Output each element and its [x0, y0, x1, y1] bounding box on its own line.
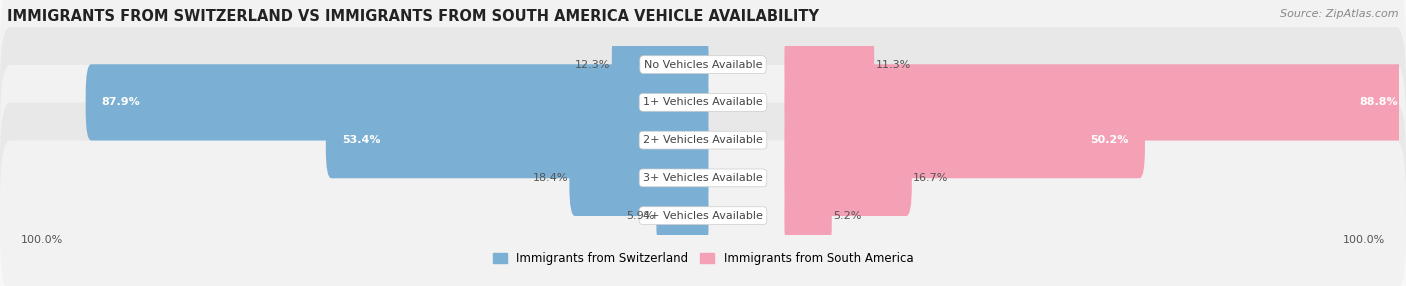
Text: 16.7%: 16.7% — [912, 173, 949, 183]
FancyBboxPatch shape — [0, 0, 1406, 140]
FancyBboxPatch shape — [612, 27, 709, 103]
Text: 53.4%: 53.4% — [342, 135, 380, 145]
FancyBboxPatch shape — [0, 103, 1406, 253]
FancyBboxPatch shape — [657, 178, 709, 254]
Text: 87.9%: 87.9% — [101, 98, 141, 107]
Text: IMMIGRANTS FROM SWITZERLAND VS IMMIGRANTS FROM SOUTH AMERICA VEHICLE AVAILABILIT: IMMIGRANTS FROM SWITZERLAND VS IMMIGRANT… — [7, 9, 820, 23]
FancyBboxPatch shape — [785, 102, 1144, 178]
Text: 50.2%: 50.2% — [1091, 135, 1129, 145]
FancyBboxPatch shape — [569, 140, 709, 216]
FancyBboxPatch shape — [785, 178, 832, 254]
Text: 5.9%: 5.9% — [627, 211, 655, 221]
FancyBboxPatch shape — [0, 65, 1406, 215]
Text: 100.0%: 100.0% — [21, 235, 63, 245]
Text: 88.8%: 88.8% — [1360, 98, 1398, 107]
Text: 1+ Vehicles Available: 1+ Vehicles Available — [643, 98, 763, 107]
Text: 4+ Vehicles Available: 4+ Vehicles Available — [643, 211, 763, 221]
Text: 2+ Vehicles Available: 2+ Vehicles Available — [643, 135, 763, 145]
FancyBboxPatch shape — [0, 140, 1406, 286]
Text: 3+ Vehicles Available: 3+ Vehicles Available — [643, 173, 763, 183]
FancyBboxPatch shape — [86, 64, 709, 140]
Text: Source: ZipAtlas.com: Source: ZipAtlas.com — [1281, 9, 1399, 19]
Text: 12.3%: 12.3% — [575, 60, 610, 69]
FancyBboxPatch shape — [785, 140, 912, 216]
FancyBboxPatch shape — [785, 64, 1406, 140]
FancyBboxPatch shape — [785, 27, 875, 103]
FancyBboxPatch shape — [0, 27, 1406, 178]
Text: 100.0%: 100.0% — [1343, 235, 1385, 245]
FancyBboxPatch shape — [326, 102, 709, 178]
Text: 11.3%: 11.3% — [876, 60, 911, 69]
Legend: Immigrants from Switzerland, Immigrants from South America: Immigrants from Switzerland, Immigrants … — [488, 248, 918, 270]
Text: No Vehicles Available: No Vehicles Available — [644, 60, 762, 69]
Text: 5.2%: 5.2% — [834, 211, 862, 221]
Text: 18.4%: 18.4% — [533, 173, 568, 183]
